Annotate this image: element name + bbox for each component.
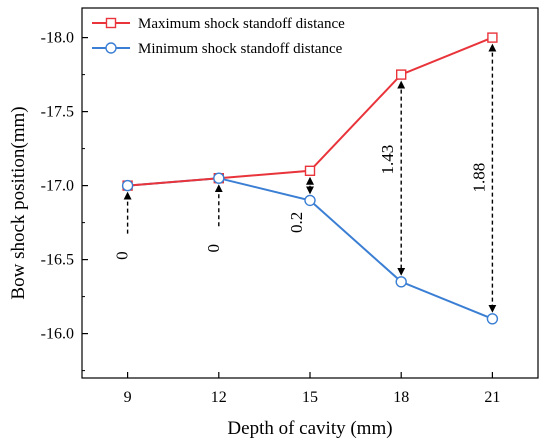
legend-label: Minimum shock standoff distance bbox=[138, 41, 343, 57]
y-tick-label: -18.0 bbox=[41, 30, 74, 47]
x-tick-label: 15 bbox=[302, 389, 318, 406]
series-layer bbox=[121, 32, 499, 325]
legend-marker-square bbox=[105, 17, 117, 29]
y-tick-label: -17.5 bbox=[41, 104, 74, 121]
legend-label: Maximum shock standoff distance bbox=[138, 16, 345, 32]
x-tick-label: 18 bbox=[393, 389, 409, 406]
data-point-min bbox=[304, 194, 316, 207]
axis-ticks: 9 12 15 18 21 -18.0 -17.5 -17.0 -16.5 -16.0 bbox=[41, 30, 501, 406]
difference-label: 1.88 bbox=[469, 163, 488, 193]
annotations: 0 0 0.2 1.43 1.88 bbox=[113, 43, 497, 313]
data-point-max bbox=[487, 32, 498, 43]
data-point-max bbox=[396, 69, 407, 80]
data-point-min bbox=[486, 313, 499, 325]
difference-label: 0.2 bbox=[287, 212, 306, 233]
data-point-max bbox=[304, 165, 316, 177]
data-point-min bbox=[121, 179, 134, 192]
difference-label: 1.43 bbox=[378, 145, 397, 175]
legend-marker-circle bbox=[105, 42, 117, 54]
series-line bbox=[127, 36, 493, 187]
x-tick-label: 12 bbox=[211, 389, 227, 406]
x-tick-label: 21 bbox=[484, 389, 500, 406]
data-point-min bbox=[395, 276, 407, 288]
y-axis-title: Bow shock position(mm) bbox=[8, 106, 29, 299]
y-tick-label: -16.5 bbox=[41, 252, 74, 269]
difference-label: 0 bbox=[204, 244, 223, 253]
y-tick-label: -17.0 bbox=[41, 178, 74, 195]
x-tick-label: 9 bbox=[124, 389, 132, 406]
legend: Maximum shock standoff distance Minimum s… bbox=[92, 16, 345, 57]
difference-label: 0 bbox=[113, 251, 132, 260]
x-axis-title: Depth of cavity (mm) bbox=[227, 418, 392, 439]
data-point-min bbox=[213, 172, 225, 184]
y-tick-label: -16.0 bbox=[41, 326, 74, 343]
